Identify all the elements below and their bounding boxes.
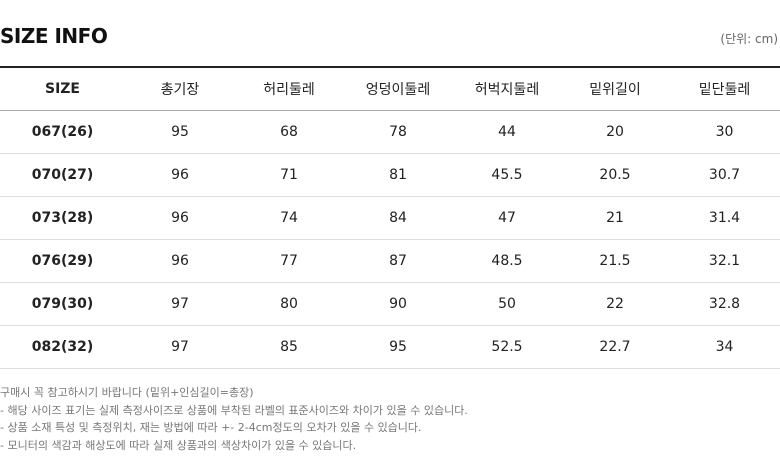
table-row: 067(26) 95 68 78 44 20 30 — [0, 110, 780, 154]
cell-hip: 90 — [343, 282, 453, 326]
column-header-hip: 엉덩이둘레 — [343, 66, 453, 111]
cell-thigh: 47 — [453, 196, 561, 240]
cell-rise: 22.7 — [561, 325, 669, 369]
cell-total-length: 97 — [125, 325, 235, 369]
cell-hip: 84 — [343, 196, 453, 240]
cell-waist: 71 — [235, 153, 343, 197]
note-line: 구매시 꼭 참고하시기 바랍니다 (밑위+인심길이=총장) — [0, 386, 254, 399]
cell-thigh: 50 — [453, 282, 561, 326]
cell-thigh: 44 — [453, 110, 561, 154]
cell-size: 067(26) — [0, 110, 125, 154]
cell-hip: 78 — [343, 110, 453, 154]
cell-hip: 81 — [343, 153, 453, 197]
column-header-size: SIZE — [0, 66, 125, 111]
cell-hem: 31.4 — [669, 196, 780, 240]
cell-hem: 32.8 — [669, 282, 780, 326]
note-line: - 모니터의 색감과 해상도에 따라 실제 상품과의 색상차이가 있을 수 있습… — [0, 438, 357, 452]
cell-rise: 21.5 — [561, 239, 669, 283]
header-row: SIZE 총기장 허리둘레 엉덩이둘레 허벅지둘레 밑위길이 밑단둘레 — [0, 66, 780, 111]
cell-hem: 34 — [669, 325, 780, 369]
cell-waist: 74 — [235, 196, 343, 240]
cell-size: 073(28) — [0, 196, 125, 240]
cell-rise: 20 — [561, 110, 669, 154]
column-header-hem: 밑단둘레 — [669, 66, 780, 111]
unit-label: (단위: cm) — [720, 32, 778, 46]
cell-hem: 30 — [669, 110, 780, 154]
cell-rise: 22 — [561, 282, 669, 326]
cell-thigh: 52.5 — [453, 325, 561, 369]
table-row: 076(29) 96 77 87 48.5 21.5 32.1 — [0, 239, 780, 283]
table-row: 070(27) 96 71 81 45.5 20.5 30.7 — [0, 153, 780, 197]
cell-total-length: 96 — [125, 153, 235, 197]
cell-total-length: 97 — [125, 282, 235, 326]
cell-rise: 21 — [561, 196, 669, 240]
table-header: SIZE 총기장 허리둘레 엉덩이둘레 허벅지둘레 밑위길이 밑단둘레 — [0, 66, 780, 111]
size-table: SIZE 총기장 허리둘레 엉덩이둘레 허벅지둘레 밑위길이 밑단둘레 067(… — [0, 66, 780, 369]
column-header-total-length: 총기장 — [125, 66, 235, 111]
cell-size: 076(29) — [0, 239, 125, 283]
table-row: 082(32) 97 85 95 52.5 22.7 34 — [0, 325, 780, 369]
column-header-rise: 밑위길이 — [561, 66, 669, 111]
column-header-waist: 허리둘레 — [235, 66, 343, 111]
cell-total-length: 96 — [125, 239, 235, 283]
table-row: 073(28) 96 74 84 47 21 31.4 — [0, 196, 780, 240]
page-title: SIZE INFO — [0, 24, 108, 48]
cell-total-length: 95 — [125, 110, 235, 154]
cell-total-length: 96 — [125, 196, 235, 240]
cell-waist: 80 — [235, 282, 343, 326]
cell-thigh: 48.5 — [453, 239, 561, 283]
size-notes: 구매시 꼭 참고하시기 바랍니다 (밑위+인심길이=총장) - 해당 사이즈 표… — [0, 384, 468, 454]
table-body: 067(26) 95 68 78 44 20 30 070(27) 96 71 … — [0, 110, 780, 369]
cell-hem: 32.1 — [669, 239, 780, 283]
note-line: - 상품 소재 특성 및 측정위치, 재는 방법에 따라 +- 2-4cm정도의… — [0, 421, 422, 434]
column-header-thigh: 허벅지둘레 — [453, 66, 561, 111]
cell-hip: 95 — [343, 325, 453, 369]
note-line: - 해당 사이즈 표기는 실제 측정사이즈로 상품에 부착된 라벨의 표준사이즈… — [0, 403, 468, 417]
cell-size: 070(27) — [0, 153, 125, 197]
cell-waist: 77 — [235, 239, 343, 283]
cell-size: 082(32) — [0, 325, 125, 369]
cell-size: 079(30) — [0, 282, 125, 326]
cell-thigh: 45.5 — [453, 153, 561, 197]
cell-waist: 85 — [235, 325, 343, 369]
cell-waist: 68 — [235, 110, 343, 154]
cell-hem: 30.7 — [669, 153, 780, 197]
cell-rise: 20.5 — [561, 153, 669, 197]
cell-hip: 87 — [343, 239, 453, 283]
table-row: 079(30) 97 80 90 50 22 32.8 — [0, 282, 780, 326]
